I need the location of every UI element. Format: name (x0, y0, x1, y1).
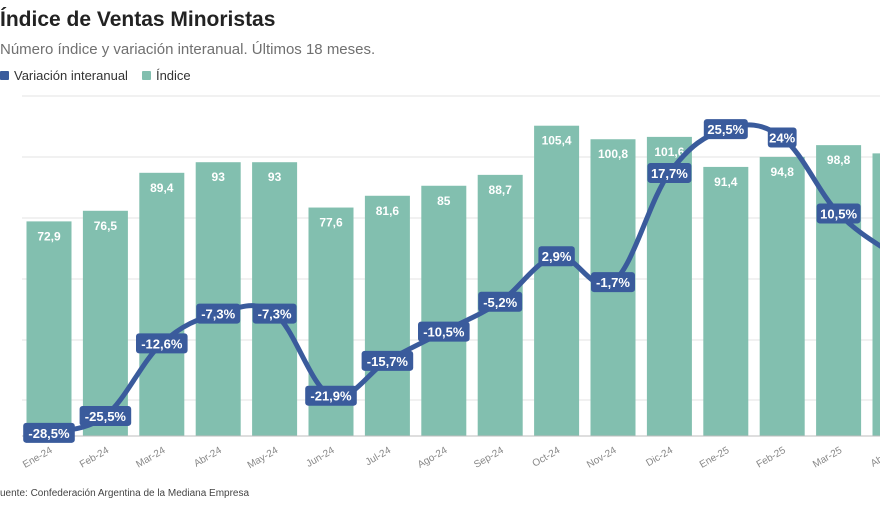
line-label-bg (703, 119, 748, 140)
line-value-label: -25,5% (85, 409, 127, 424)
x-tick-label: May-24 (246, 445, 281, 471)
line-label-bg (816, 203, 861, 224)
bar-value-label: 72,9 (37, 229, 61, 243)
line-label-bg (361, 350, 414, 371)
line-value-label: -7,3% (258, 307, 292, 322)
line-label-bg (647, 162, 692, 183)
bar-value-label: 85 (437, 194, 451, 208)
x-tick-label: Ene-25 (698, 445, 732, 471)
bar-value-label: 98,8 (827, 153, 851, 167)
line-label-bg (418, 321, 470, 342)
x-tick-label: Abr-25 (869, 445, 880, 470)
x-tick-label: Ago-24 (416, 445, 450, 471)
line-value-label: 24% (769, 131, 795, 146)
line-value-label: -5,2% (483, 295, 517, 310)
bar-value-label: 89,4 (150, 181, 174, 195)
bar-value-label: 93 (268, 170, 282, 184)
line-label-bg (23, 422, 75, 443)
x-tick-labels: Ene-24 Feb-24 Mar-24 Abr-24 May-24 Jun-24 Jul-… (21, 445, 880, 471)
line-value-label: 25,5% (707, 122, 744, 137)
bar-indice (759, 156, 805, 436)
x-tick-label: Jun-24 (305, 445, 337, 470)
line-value-label: -15,7% (367, 354, 409, 369)
x-tick-label: Mar-24 (134, 445, 167, 471)
x-tick-label: Abr-24 (192, 445, 224, 470)
x-tick-label: Oct-24 (531, 445, 563, 470)
x-tick-label: Nov-24 (585, 445, 619, 471)
bar-indice (421, 185, 467, 436)
line-value-label: -28,5% (28, 426, 70, 441)
line-value-label: 2,9% (542, 249, 572, 264)
line-value-label: 10,5% (820, 206, 857, 221)
bar-value-label: 93 (212, 170, 226, 184)
bar-value-label: 76,5 (94, 219, 118, 233)
line-value-label: -10,5% (423, 325, 465, 340)
bar-value-label: 77,6 (319, 216, 343, 230)
bar-value-label: 105,4 (542, 134, 572, 148)
legend-swatch-bar (141, 71, 151, 80)
bar-indice (26, 221, 72, 436)
x-tick-label: Jul-24 (364, 445, 393, 468)
chart-subtitle: Número índice y variación interanual. Úl… (0, 41, 376, 58)
bar-indice (195, 162, 241, 436)
line-label-bg (591, 272, 635, 293)
line-variacion (46, 122, 880, 436)
bars: 72,9 76,5 89,4 93 93 77,6 81,6 85 88,7 105,4 100,8… (26, 125, 880, 437)
x-tick-label: Dic-24 (644, 445, 675, 469)
bar-indice (703, 166, 749, 436)
x-tick-label: Mar-25 (811, 445, 844, 471)
x-tick-label: Feb-24 (78, 445, 111, 471)
line-label-bg (478, 291, 523, 312)
legend-item-variacion: Variación interanual (0, 68, 128, 83)
bar-value-label: 81,6 (376, 204, 400, 218)
bar-value-label: 101,6 (654, 145, 684, 159)
chart-title: Índice de Ventas Minoristas (0, 8, 276, 31)
line-value-label: -12,6% (141, 336, 183, 351)
line-label-bg (305, 385, 357, 406)
bar-indice (872, 153, 880, 436)
x-tick-label: Sep-24 (472, 445, 506, 471)
source-note: uente: Confederación Argentina de la Med… (0, 488, 250, 499)
bar-value-label: 94,8 (771, 165, 795, 179)
bar-indice (139, 172, 185, 436)
line-labels: -28,5% -25,5% -12,6% -7,3% -7,3% -21,9% -15,7%… (23, 119, 861, 443)
line-label-bg (252, 303, 297, 324)
line-value-label: 17,7% (651, 166, 688, 181)
line-value-label: -7,3% (201, 307, 235, 322)
line-label-bg (767, 127, 797, 148)
line-label-bg (136, 333, 188, 354)
bar-indice (646, 136, 692, 437)
x-tick-label: Feb-25 (755, 445, 788, 471)
legend: Variación interanual Índice (0, 68, 191, 83)
bar-value-label: 100,8 (598, 147, 628, 161)
line-value-label: -1,7% (596, 275, 630, 290)
bar-indice (534, 125, 580, 437)
legend-label-indice: Índice (155, 68, 191, 83)
line-label-bg (538, 246, 575, 267)
line-label-bg (79, 405, 132, 426)
legend-label-variacion: Variación interanual (14, 68, 128, 83)
bar-value-label: 88,7 (489, 183, 513, 197)
bar-indice (364, 195, 410, 436)
line-value-label: -21,9% (310, 389, 352, 404)
bar-indice (252, 162, 298, 436)
x-tick-label: Ene-24 (21, 445, 55, 471)
bar-value-label: 91,4 (714, 175, 738, 189)
legend-item-indice: Índice (141, 68, 191, 83)
line-label-bg (196, 303, 241, 324)
legend-swatch-line (0, 71, 9, 80)
